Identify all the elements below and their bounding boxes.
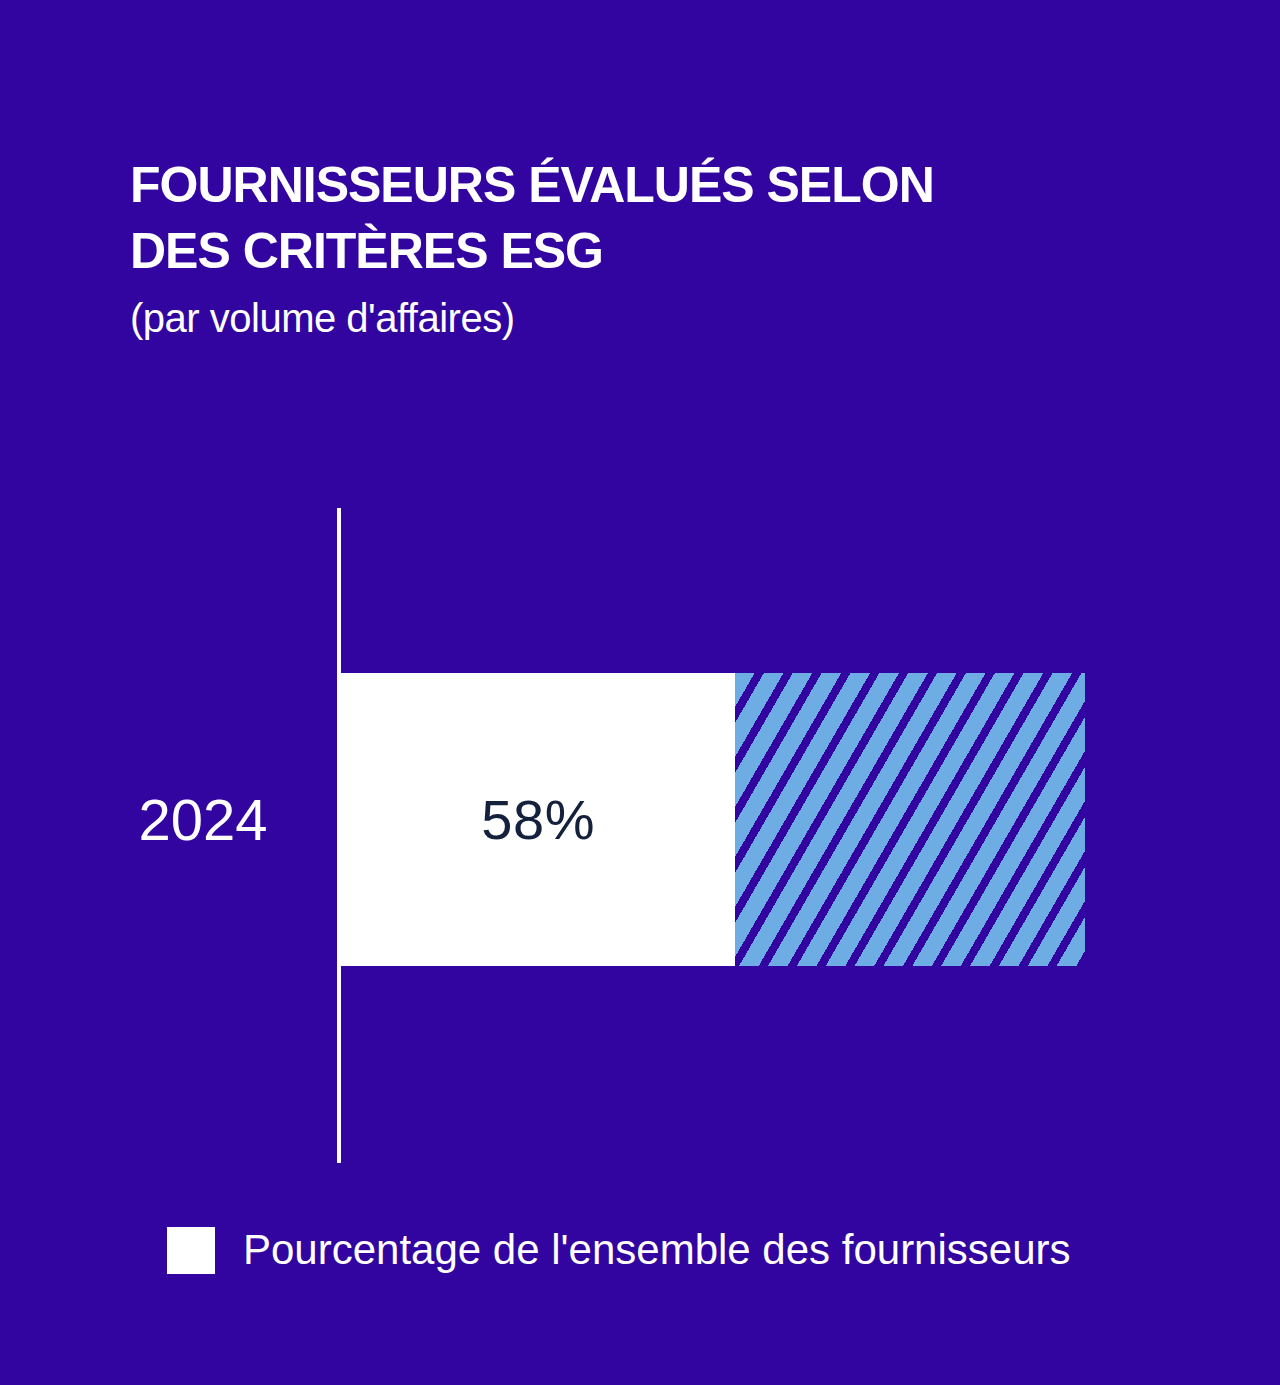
bar-segment-remainder-hatched (735, 673, 1085, 966)
chart-header: FOURNISSEURS ÉVALUÉS SELON DES CRITÈRES … (130, 152, 1130, 344)
esg-suppliers-infographic: FOURNISSEURS ÉVALUÉS SELON DES CRITÈRES … (0, 0, 1280, 1385)
category-label-2024: 2024 (118, 789, 288, 851)
legend-swatch-white (167, 1227, 215, 1274)
bar-segment-filled: 58% (341, 673, 735, 966)
chart-title-line-1: FOURNISSEURS ÉVALUÉS SELON (130, 152, 1130, 218)
chart-subtitle: (par volume d'affaires) (130, 292, 1130, 344)
chart-title: FOURNISSEURS ÉVALUÉS SELON DES CRITÈRES … (130, 152, 1130, 284)
bar-row-2024: 58% (341, 673, 1085, 966)
legend: Pourcentage de l'ensemble des fournisseu… (167, 1226, 1071, 1274)
bar-value-label: 58% (481, 787, 595, 852)
chart-title-line-2: DES CRITÈRES ESG (130, 218, 1130, 284)
legend-label: Pourcentage de l'ensemble des fournisseu… (243, 1226, 1071, 1274)
